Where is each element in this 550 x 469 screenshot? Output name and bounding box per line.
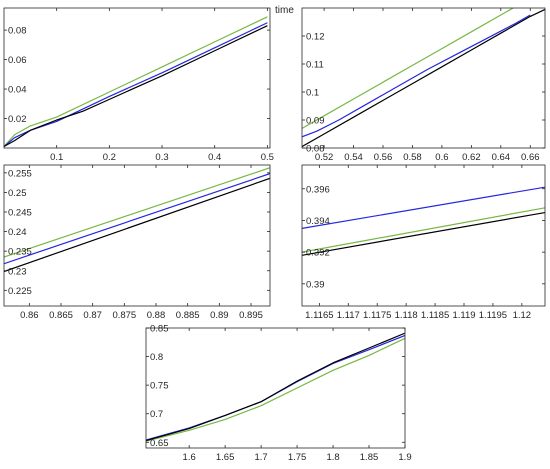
- x-tick-label: 1.75: [288, 452, 307, 463]
- y-tick-label: 0.04: [8, 85, 27, 96]
- series-line-1: [302, 8, 515, 129]
- series-line-3: [302, 8, 545, 148]
- series-line-1: [146, 337, 405, 442]
- x-tick-label: 1.1175: [363, 310, 391, 321]
- x-tick-label: 1.6: [183, 452, 196, 463]
- y-tick-label: 0.85: [150, 324, 169, 335]
- y-tick-label: 0.392: [306, 248, 330, 259]
- subplot-5: 1.6 1.65 1.7 1.75 1.8 1.85 1.9 0.65 0.7 0.75 0.8 0.…: [145, 324, 412, 463]
- x-tick-label: 1.119: [452, 310, 475, 321]
- series-line-2: [302, 207, 545, 253]
- series-group: [146, 332, 405, 442]
- series-line-3: [302, 211, 545, 256]
- series-group: [302, 186, 545, 256]
- x-tick-label: 0.52: [315, 152, 334, 163]
- x-tick-label: 0.895: [239, 310, 263, 321]
- y-tick-label: 0.12: [306, 32, 325, 43]
- x-tick-label: 0.86: [20, 310, 39, 321]
- y-tick-label: 0.09: [306, 116, 325, 127]
- x-tick-label: 1.118: [395, 310, 418, 321]
- y-tick-label: 0.06: [8, 55, 27, 66]
- y-tick-label: 0.1: [306, 88, 319, 99]
- x-tick-label: 0.885: [176, 310, 200, 321]
- x-tick-label: 0.3: [155, 152, 168, 163]
- y-tick-label: 0.235: [8, 247, 32, 258]
- series-line-1: [302, 186, 545, 229]
- y-tick-label: 0.245: [8, 208, 32, 219]
- x-tick-label: 1.1165: [305, 310, 333, 321]
- corner-label: time: [275, 5, 294, 16]
- x-tick-label: 0.64: [492, 152, 511, 163]
- y-tick-label: 0.02: [8, 114, 27, 125]
- series-group: [4, 16, 268, 148]
- x-tick-label: 0.56: [374, 152, 393, 163]
- series-group: [4, 167, 270, 273]
- y-tick-label: 0.7: [150, 409, 163, 420]
- x-tick-label: 0.6: [435, 152, 448, 163]
- axes-box: [145, 327, 406, 449]
- x-tick-label: 0.2: [103, 152, 116, 163]
- series-line-3: [146, 332, 405, 442]
- series-line-3: [4, 25, 268, 148]
- x-tick-label: 0.865: [49, 310, 73, 321]
- series-line-3: [4, 177, 270, 273]
- series-line-1: [4, 167, 270, 258]
- x-tick-label: 0.875: [112, 310, 136, 321]
- x-tick-label: 0.1: [50, 152, 63, 163]
- y-tick-label: 0.08: [306, 144, 325, 155]
- x-tick-label: 0.87: [83, 310, 102, 321]
- subplot-3: 0.86 0.865 0.87 0.875 0.88 0.885 0.89 0.895 0.22…: [3, 164, 271, 321]
- y-tick-label: 0.65: [150, 438, 169, 449]
- x-tick-label: 1.9: [398, 452, 411, 463]
- subplot-4: 1.1165 1.117 1.1175 1.118 1.1185 1.119 1.1195 1…: [301, 164, 546, 321]
- y-tick-label: 0.08: [8, 26, 27, 37]
- subplot-2: 0.52 0.54 0.56 0.58 0.6 0.62 0.64 0.66 0.08 0.09 0…: [275, 5, 546, 163]
- x-tick-label: 0.5: [261, 152, 274, 163]
- y-tick-label: 0.225: [8, 286, 32, 297]
- series-line-2: [4, 173, 270, 265]
- axes-box: [301, 164, 546, 307]
- x-tick-label: 1.1195: [479, 310, 507, 321]
- series-line-1: [4, 16, 268, 147]
- x-tick-label: 0.58: [403, 152, 422, 163]
- subplot-1: 0.1 0.2 0.3 0.4 0.5 0.02 0.04 0.06 0.08: [3, 7, 274, 163]
- y-tick-label: 0.8: [150, 352, 163, 363]
- x-tick-label: 1.85: [360, 452, 379, 463]
- y-tick-label: 0.25: [8, 188, 27, 199]
- series-line-2: [302, 14, 531, 138]
- x-tick-label: 0.89: [210, 310, 229, 321]
- x-tick-label: 1.1185: [421, 310, 449, 321]
- x-tick-label: 0.88: [147, 310, 166, 321]
- y-tick-label: 0.23: [8, 266, 27, 277]
- x-tick-label: 1.7: [255, 452, 268, 463]
- y-tick-label: 0.396: [306, 184, 330, 195]
- series-group: [302, 8, 545, 148]
- axes-box: [3, 7, 271, 149]
- y-tick-label: 0.255: [8, 168, 32, 179]
- y-tick-label: 0.24: [8, 227, 27, 238]
- x-tick-label: 1.8: [326, 452, 339, 463]
- series-line-2: [4, 22, 268, 147]
- x-tick-label: 1.12: [513, 310, 532, 321]
- y-tick-label: 0.11: [306, 60, 324, 71]
- x-tick-label: 0.4: [208, 152, 221, 163]
- x-tick-label: 0.62: [462, 152, 481, 163]
- axes-box: [301, 7, 546, 149]
- y-tick-label: 0.75: [150, 381, 169, 392]
- x-tick-label: 0.66: [521, 152, 540, 163]
- x-tick-label: 0.54: [344, 152, 363, 163]
- y-tick-label: 0.394: [306, 216, 330, 227]
- series-line-2: [146, 334, 405, 441]
- axes-box: [3, 164, 271, 307]
- x-tick-label: 1.65: [216, 452, 235, 463]
- x-tick-label: 1.117: [337, 310, 360, 321]
- y-tick-label: 0.39: [306, 279, 325, 290]
